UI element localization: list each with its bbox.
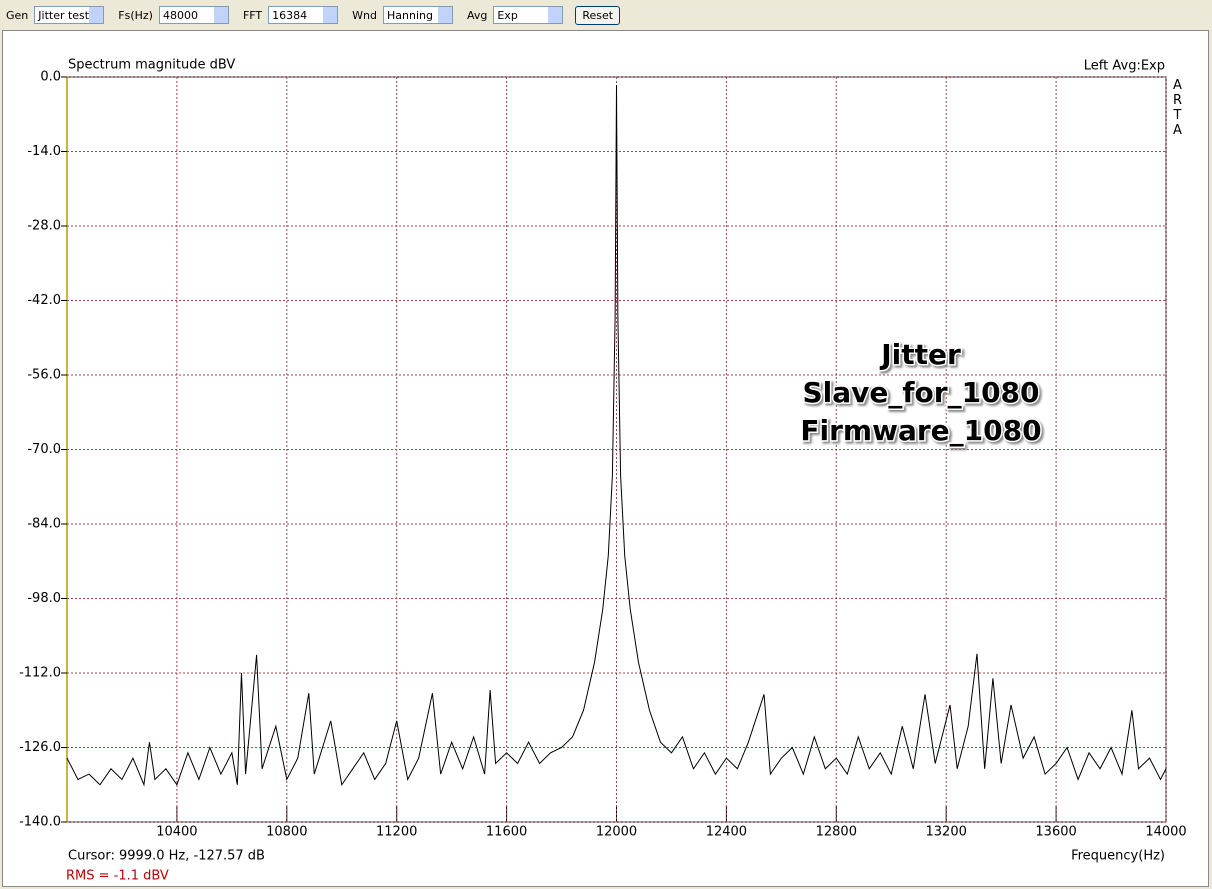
- dropdown[interactable]: 48000: [158, 6, 229, 24]
- y-tick-label: -112.0: [19, 666, 61, 681]
- y-tick-label: -70.0: [27, 442, 61, 457]
- rms-readout: RMS = -1.1 dBV: [66, 869, 169, 884]
- toolbar: Gen Jitter test Fs(Hz) 48000 FFT 16384 Wnd Hann…: [0, 0, 1212, 30]
- x-tick-label: 12800: [816, 825, 857, 840]
- dropdown[interactable]: Hanning: [382, 6, 453, 24]
- field-label: Gen: [6, 8, 29, 22]
- y-tick-label: -140.0: [19, 815, 61, 830]
- annotation: Firmware_1080: [800, 414, 1041, 447]
- x-tick-label: 14000: [1145, 825, 1186, 840]
- x-tick-label: 13200: [926, 825, 967, 840]
- status: Left Avg:Exp: [1084, 59, 1165, 74]
- field-label: Wnd: [352, 8, 377, 22]
- field-label: Avg: [466, 8, 488, 22]
- spectrum-line: [66, 84, 1167, 787]
- dropdown[interactable]: 16384: [268, 6, 339, 24]
- chart-title: Spectrum magnitude dBV: [68, 58, 235, 73]
- y-tick-label: 0.0: [40, 70, 61, 85]
- x-tick-label: 12400: [706, 825, 747, 840]
- cursor-readout: Cursor: 9999.0 Hz, -127.57 dB: [68, 849, 265, 864]
- field-label: FFT: [242, 8, 263, 22]
- brand: ARTA: [1170, 78, 1185, 138]
- x-tick-label: 10800: [266, 825, 307, 840]
- dropdown[interactable]: Jitter test: [34, 6, 105, 24]
- x-tick-label: 12000: [596, 825, 637, 840]
- x-tick-label: 11200: [376, 825, 417, 840]
- x-tick-label: 10400: [156, 825, 197, 840]
- y-tick-label: -14.0: [27, 144, 61, 159]
- x-axis-label: Frequency(Hz): [1071, 849, 1165, 864]
- reset-button[interactable]: Reset: [575, 5, 621, 25]
- y-tick-label: -56.0: [27, 368, 61, 383]
- y-tick-label: -28.0: [27, 219, 61, 234]
- annotation: Jitter: [879, 338, 961, 371]
- y-tick-label: -84.0: [27, 517, 61, 532]
- x-tick-label: 13600: [1035, 825, 1076, 840]
- field-label: Fs(Hz): [118, 8, 153, 22]
- x-tick-label: 11600: [486, 825, 527, 840]
- y-tick-label: -98.0: [27, 591, 61, 606]
- y-tick-label: -126.0: [19, 740, 61, 755]
- annotation: Slave_for_1080: [802, 376, 1039, 409]
- y-tick-label: -42.0: [27, 293, 61, 308]
- dropdown[interactable]: Exp: [493, 6, 564, 24]
